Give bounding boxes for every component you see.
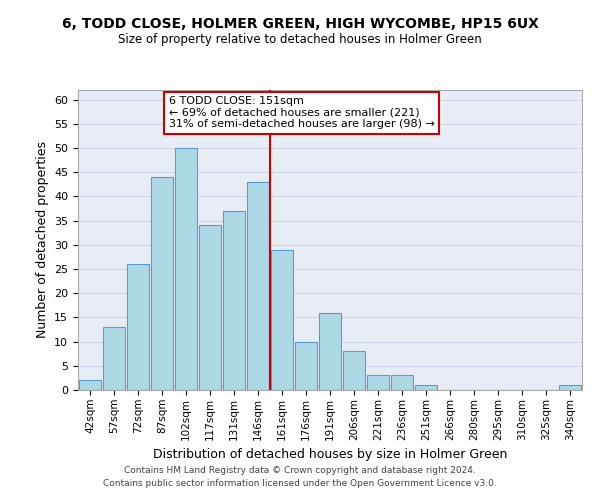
Bar — [367, 376, 389, 390]
Text: Size of property relative to detached houses in Holmer Green: Size of property relative to detached ho… — [118, 32, 482, 46]
Bar — [271, 250, 293, 390]
Bar — [175, 148, 197, 390]
Text: Contains HM Land Registry data © Crown copyright and database right 2024.
Contai: Contains HM Land Registry data © Crown c… — [103, 466, 497, 487]
Bar — [415, 385, 437, 390]
Bar — [319, 312, 341, 390]
Text: 6 TODD CLOSE: 151sqm
← 69% of detached houses are smaller (221)
31% of semi-deta: 6 TODD CLOSE: 151sqm ← 69% of detached h… — [169, 96, 434, 129]
Bar — [79, 380, 101, 390]
Bar — [151, 177, 173, 390]
Text: 6, TODD CLOSE, HOLMER GREEN, HIGH WYCOMBE, HP15 6UX: 6, TODD CLOSE, HOLMER GREEN, HIGH WYCOMB… — [62, 18, 538, 32]
Bar — [247, 182, 269, 390]
Bar — [223, 211, 245, 390]
Y-axis label: Number of detached properties: Number of detached properties — [35, 142, 49, 338]
Bar — [295, 342, 317, 390]
Bar — [103, 327, 125, 390]
Bar — [559, 385, 581, 390]
Bar — [343, 352, 365, 390]
Bar — [199, 226, 221, 390]
Bar — [391, 376, 413, 390]
Bar — [127, 264, 149, 390]
X-axis label: Distribution of detached houses by size in Holmer Green: Distribution of detached houses by size … — [153, 448, 507, 461]
